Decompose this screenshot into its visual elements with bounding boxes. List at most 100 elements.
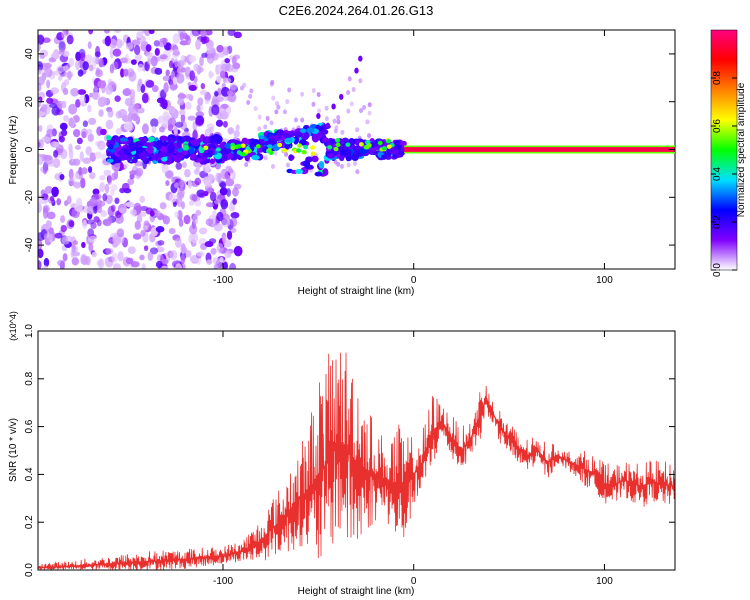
spectrogram-noise-point xyxy=(38,260,42,269)
spectrogram-noise-point xyxy=(219,187,228,196)
spectrogram-noise-point xyxy=(206,44,215,54)
spectrogram-cluster-point xyxy=(119,137,129,142)
spectrogram-noise-point xyxy=(112,263,121,269)
spectrogram-noise-point xyxy=(177,187,185,198)
spectrogram-noise-point xyxy=(212,257,220,265)
spectrogram-noise-point xyxy=(109,38,118,49)
spectrogram-noise-point xyxy=(81,220,88,229)
spectrogram-noise-point xyxy=(208,70,213,79)
spectrogram-noise-point xyxy=(188,200,195,206)
spectrogram-cluster-point xyxy=(141,154,147,162)
spectrogram-noise-point xyxy=(81,167,88,175)
spectrogram-noise-point xyxy=(58,49,65,55)
spectrogram-noise-point xyxy=(75,51,81,62)
spectrogram-noise-point xyxy=(175,162,183,170)
spectrogram-cluster-point xyxy=(196,158,203,163)
spectrogram-noise-point xyxy=(358,78,363,84)
spectrogram-noise-point xyxy=(349,101,354,107)
spectrogram-noise-point xyxy=(200,82,206,90)
spectrogram-xlabel: Height of straight line (km) xyxy=(298,286,415,297)
spectrogram-noise-point xyxy=(192,214,199,225)
spectrogram-noise-point xyxy=(139,254,145,261)
spectrogram-cluster-point xyxy=(321,129,329,135)
spectrogram-noise-point xyxy=(220,168,229,180)
spectrogram-noise-point xyxy=(76,137,83,145)
spectrogram-noise-point xyxy=(112,235,121,247)
spectrogram-noise-point xyxy=(53,149,59,158)
spectrogram-cluster-point xyxy=(314,171,323,177)
spectrogram-noise-point xyxy=(142,123,149,135)
spectrogram-noise-point xyxy=(168,228,176,235)
spectrogram-noise-point xyxy=(232,197,237,205)
snr-mean-line xyxy=(38,396,675,569)
spectrogram-noise-point xyxy=(68,168,74,180)
spectrogram-noise-point xyxy=(129,170,137,176)
spectrogram-noise-point xyxy=(189,224,198,235)
spectrogram-noise-point xyxy=(51,186,59,198)
spectrogram-noise-point xyxy=(367,133,372,139)
spectrogram-noise-point xyxy=(187,115,196,121)
spectrogram-noise-point xyxy=(282,109,287,115)
spectrogram-noise-point xyxy=(115,127,122,135)
spectrogram-noise-point xyxy=(123,121,133,132)
spectrogram-noise-point xyxy=(153,209,161,217)
spectrogram-noise-point xyxy=(96,259,103,267)
spectrogram-noise-point xyxy=(220,198,229,210)
spectrogram-noise-point xyxy=(178,109,186,116)
spectrogram-cluster-point xyxy=(167,137,174,145)
spectrogram-noise-point xyxy=(174,58,179,68)
spectrogram-noise-point xyxy=(203,190,209,197)
spectrogram-noise-point xyxy=(142,225,149,231)
spectrogram-noise-point xyxy=(172,33,181,44)
spectrogram-noise-point xyxy=(195,161,201,172)
spectrogram-noise-point xyxy=(285,99,290,105)
colorbar-tick-label: 0.6 xyxy=(712,119,723,133)
spectrogram-noise-point xyxy=(220,63,229,72)
spectrogram-noise-point xyxy=(126,57,132,64)
spectrogram-noise-point xyxy=(216,75,222,84)
spectrogram-noise-point xyxy=(224,250,232,259)
spectrogram-noise-point xyxy=(188,55,197,63)
spectrogram-noise-point xyxy=(172,201,177,207)
spectrogram-noise-point xyxy=(347,76,352,82)
spectrogram-noise-point xyxy=(181,161,187,169)
spectrogram-noise-point xyxy=(185,101,192,110)
spectrogram-noise-point xyxy=(246,99,251,105)
spectrogram-noise-point xyxy=(150,55,158,67)
snr-frame xyxy=(37,330,676,571)
spectrogram-noise-point xyxy=(92,56,97,64)
snr-ylabel: SNR (10 * v/v) xyxy=(8,418,19,482)
spectrogram-peak-point xyxy=(335,138,341,143)
spectrogram-noise-point xyxy=(190,232,199,244)
spectrogram-noise-point xyxy=(136,81,141,93)
spectrogram-noise-point xyxy=(334,125,339,131)
spectrogram-noise-point xyxy=(104,183,110,194)
spectrogram-cluster-point xyxy=(173,157,182,162)
spectrogram-noise-point xyxy=(227,30,236,36)
spectrogram-noise-point xyxy=(176,196,183,208)
spectrogram-noise-point xyxy=(184,168,191,178)
spectrogram-cluster-point xyxy=(294,131,303,138)
spectrogram-noise-point xyxy=(163,82,169,93)
colorbar-tick-label: 0.0 xyxy=(712,263,723,277)
spectrogram-noise-point xyxy=(171,49,180,59)
spectrogram-cluster-point xyxy=(117,150,124,155)
spectrogram-noise-point xyxy=(197,97,204,106)
spectrogram-cluster-point xyxy=(299,128,307,134)
spectrogram-noise-point xyxy=(175,263,183,269)
spectrogram-noise-point xyxy=(300,117,305,123)
spectrogram-noise-point xyxy=(159,54,168,60)
y-tick-label: 20 xyxy=(24,96,35,108)
spectrogram-noise-point xyxy=(100,210,107,218)
spectrogram-cluster-point xyxy=(326,153,336,159)
spectrogram-noise-point xyxy=(187,179,193,189)
x-tick-label: -100 xyxy=(213,576,233,587)
spectrogram-noise-point xyxy=(80,255,89,266)
spectrogram-noise-point xyxy=(198,238,207,246)
spectrogram-noise-point xyxy=(54,232,63,239)
spectrogram-noise-point xyxy=(229,203,236,212)
spectrogram-noise-point xyxy=(208,126,215,133)
spectrogram-noise-point xyxy=(150,118,159,128)
spectrogram-noise-point xyxy=(88,197,98,207)
spectrogram-noise-point xyxy=(202,36,210,44)
